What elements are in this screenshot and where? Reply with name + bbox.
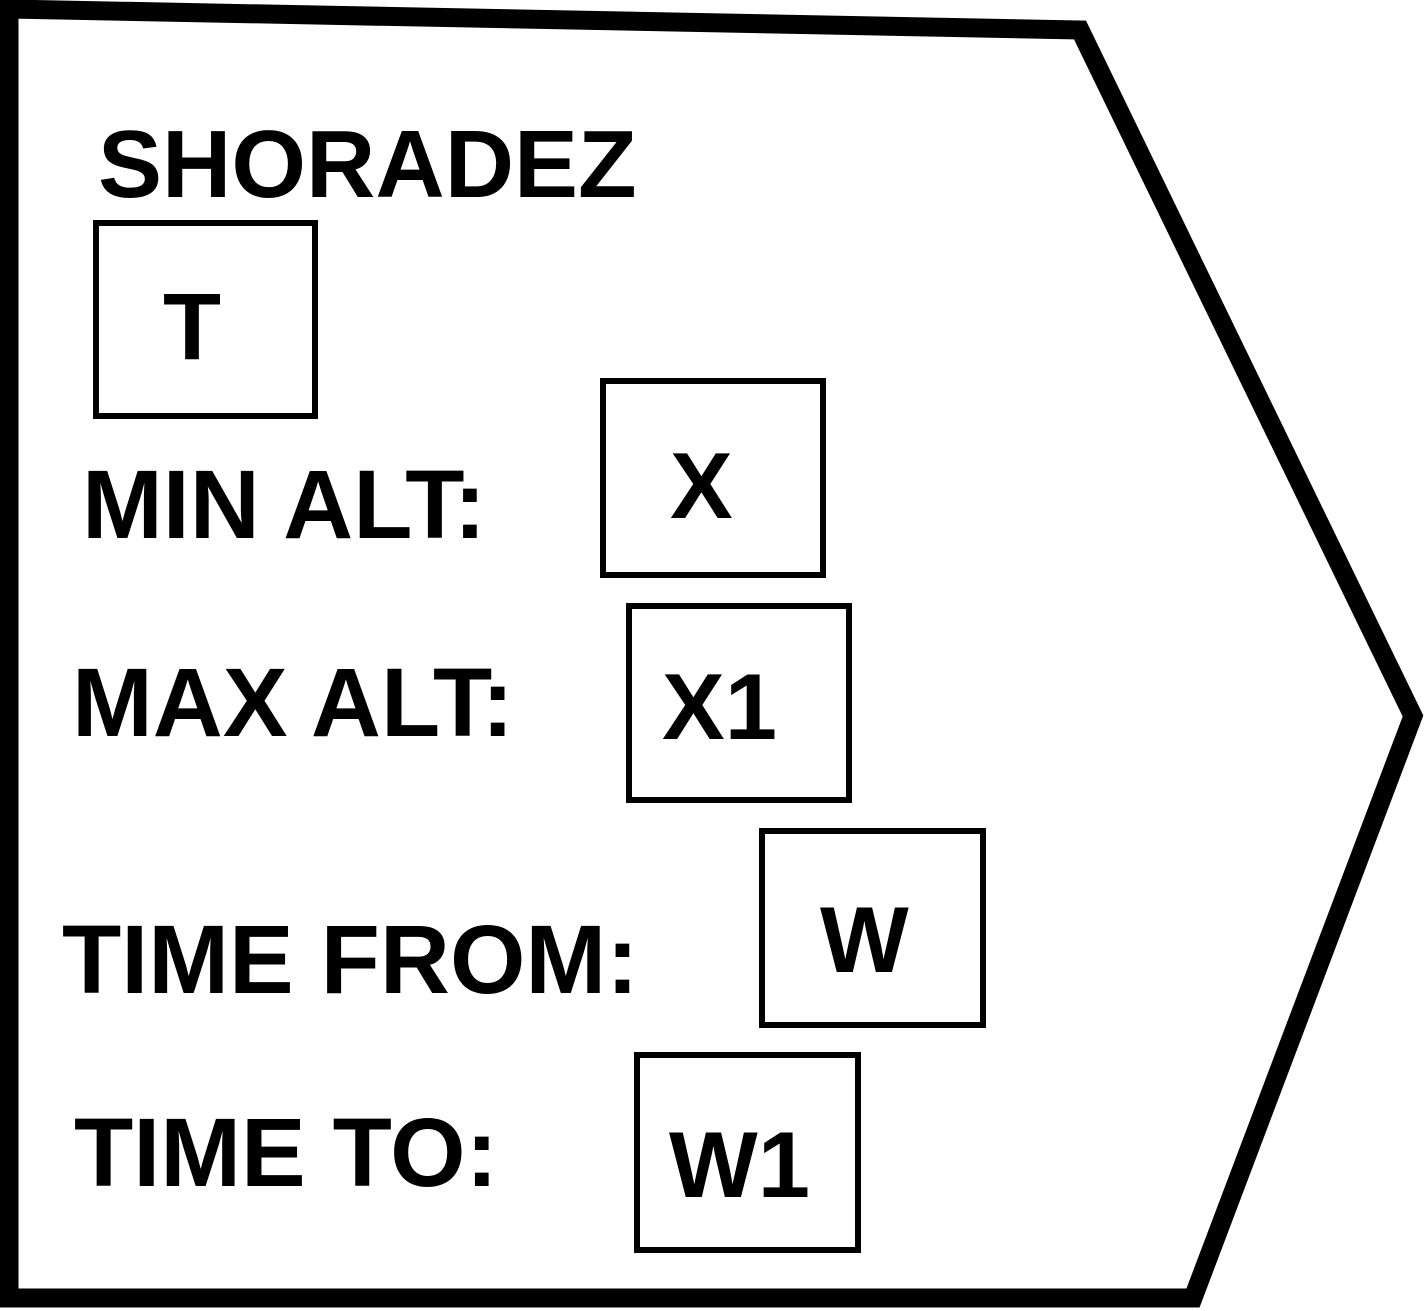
time-to-value: W1 [669, 1112, 810, 1217]
time-from-value: W [820, 887, 909, 992]
type-field-value: T [163, 274, 222, 380]
time-to-box [634, 1052, 861, 1253]
min-alt-value: X [670, 433, 733, 538]
max-alt-label: MAX ALT: [72, 648, 514, 757]
time-from-box [759, 828, 986, 1028]
max-alt-value: X1 [662, 654, 777, 759]
time-to-label: TIME TO: [74, 1098, 498, 1207]
min-alt-label: MIN ALT: [82, 450, 487, 559]
time-from-label: TIME FROM: [62, 905, 639, 1014]
max-alt-box [626, 603, 852, 803]
min-alt-box [600, 378, 826, 578]
symbol-title: SHORADEZ [98, 111, 637, 218]
type-field-box [93, 220, 318, 419]
